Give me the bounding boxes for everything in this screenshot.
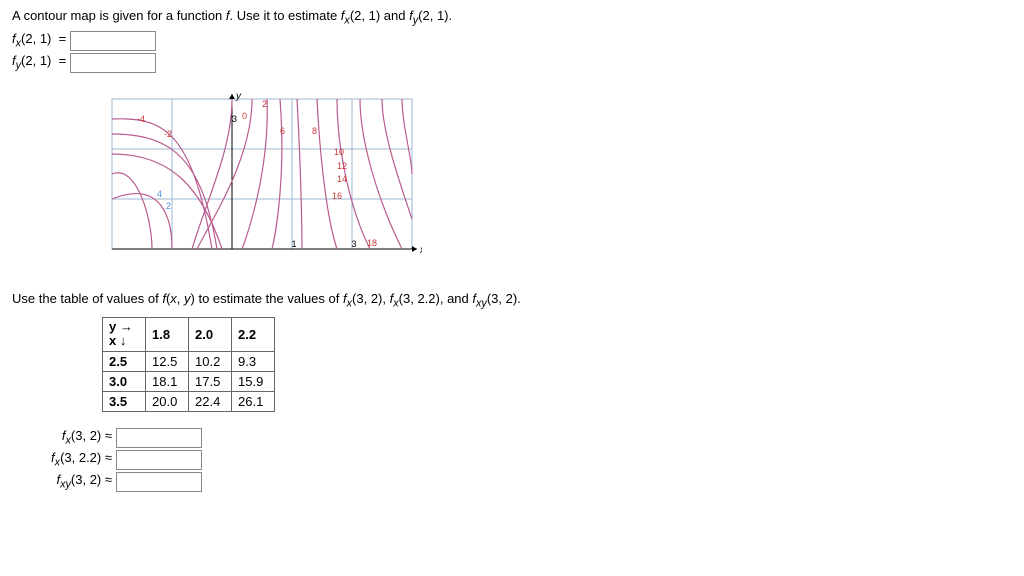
svg-text:0: 0: [242, 111, 247, 121]
table-cell: 20.0: [146, 391, 189, 411]
table-cell: 15.9: [232, 371, 275, 391]
answer-input[interactable]: [116, 450, 202, 470]
col-header: 2.0: [189, 318, 232, 352]
row-header: 2.5: [103, 351, 146, 371]
p1-prompt: A contour map is given for a function f.…: [12, 8, 1012, 27]
svg-text:10: 10: [334, 147, 344, 157]
svg-text:18: 18: [367, 238, 377, 248]
row-header: 3.5: [103, 391, 146, 411]
answer-label: fx(3, 2) ≈: [32, 428, 112, 447]
svg-text:16: 16: [332, 191, 342, 201]
p2-prompt: Use the table of values of f(x, y) to es…: [12, 291, 1012, 310]
table-cell: 9.3: [232, 351, 275, 371]
fx-input[interactable]: [70, 31, 156, 51]
answer-input[interactable]: [116, 428, 202, 448]
table-cell: 26.1: [232, 391, 275, 411]
svg-text:3: 3: [351, 239, 356, 249]
svg-text:-4: -4: [137, 114, 145, 124]
answer-input[interactable]: [116, 472, 202, 492]
fx-label: fx(2, 1) =: [12, 31, 66, 50]
svg-text:6: 6: [280, 126, 285, 136]
fy-input[interactable]: [70, 53, 156, 73]
row-header: 3.0: [103, 371, 146, 391]
svg-text:8: 8: [312, 126, 317, 136]
answer-label: fx(3, 2.2) ≈: [32, 450, 112, 469]
table-corner: y → x ↓: [103, 318, 146, 352]
col-header: 2.2: [232, 318, 275, 352]
table-cell: 12.5: [146, 351, 189, 371]
table-row: 2.512.510.29.3: [103, 351, 275, 371]
table-cell: 18.1: [146, 371, 189, 391]
svg-text:y: y: [235, 91, 242, 102]
svg-text:x: x: [419, 245, 422, 256]
table-row: 3.018.117.515.9: [103, 371, 275, 391]
table-cell: 10.2: [189, 351, 232, 371]
svg-text:14: 14: [337, 174, 347, 184]
svg-text:4: 4: [157, 189, 162, 199]
answer-label: fxy(3, 2) ≈: [32, 472, 112, 491]
data-table: y → x ↓ 1.8 2.0 2.2 2.512.510.29.33.018.…: [102, 317, 275, 412]
contour-figure: xy13-4-202681012141618423: [102, 89, 1012, 259]
table-cell: 17.5: [189, 371, 232, 391]
svg-text:2: 2: [166, 201, 171, 211]
fy-label: fy(2, 1) =: [12, 53, 66, 72]
svg-text:-2: -2: [164, 129, 172, 139]
svg-text:1: 1: [291, 239, 296, 249]
svg-text:3: 3: [232, 114, 237, 124]
svg-text:2: 2: [262, 99, 267, 109]
table-row: 3.520.022.426.1: [103, 391, 275, 411]
svg-text:12: 12: [337, 161, 347, 171]
col-header: 1.8: [146, 318, 189, 352]
table-cell: 22.4: [189, 391, 232, 411]
